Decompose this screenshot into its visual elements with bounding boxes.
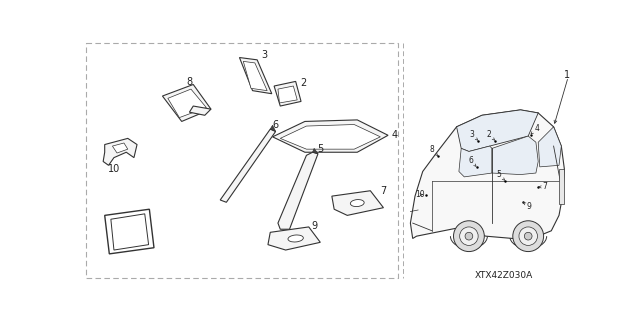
Polygon shape bbox=[538, 127, 561, 167]
Text: 8: 8 bbox=[429, 145, 438, 156]
Polygon shape bbox=[103, 138, 137, 165]
Text: 3: 3 bbox=[261, 50, 267, 60]
Text: 8: 8 bbox=[186, 77, 193, 87]
Polygon shape bbox=[410, 110, 564, 239]
Polygon shape bbox=[274, 81, 301, 106]
Text: 6: 6 bbox=[273, 120, 278, 130]
Circle shape bbox=[513, 221, 543, 252]
Text: 6: 6 bbox=[468, 156, 476, 166]
Text: 1: 1 bbox=[564, 70, 570, 80]
Polygon shape bbox=[459, 146, 492, 177]
Polygon shape bbox=[239, 57, 272, 94]
Text: 3: 3 bbox=[470, 130, 477, 140]
Text: 9: 9 bbox=[524, 202, 531, 211]
Polygon shape bbox=[559, 169, 564, 204]
Polygon shape bbox=[312, 148, 318, 154]
Circle shape bbox=[460, 227, 478, 245]
Polygon shape bbox=[456, 110, 538, 152]
Polygon shape bbox=[273, 120, 388, 152]
Text: XTX42Z030A: XTX42Z030A bbox=[474, 271, 532, 280]
Polygon shape bbox=[168, 89, 206, 118]
Text: 7: 7 bbox=[380, 186, 387, 196]
Polygon shape bbox=[268, 227, 320, 250]
Polygon shape bbox=[492, 136, 538, 174]
Polygon shape bbox=[278, 86, 297, 103]
Polygon shape bbox=[280, 124, 380, 149]
Polygon shape bbox=[163, 85, 211, 122]
Text: 2: 2 bbox=[486, 130, 495, 140]
Text: 4: 4 bbox=[531, 124, 539, 134]
Circle shape bbox=[465, 232, 473, 240]
Polygon shape bbox=[332, 191, 383, 215]
Text: 5: 5 bbox=[497, 170, 504, 180]
Circle shape bbox=[524, 232, 532, 240]
Polygon shape bbox=[278, 152, 318, 229]
Circle shape bbox=[454, 221, 484, 252]
Text: 7: 7 bbox=[539, 182, 547, 191]
Circle shape bbox=[519, 227, 538, 245]
Bar bbox=[86, 43, 398, 278]
Polygon shape bbox=[189, 106, 211, 115]
Polygon shape bbox=[220, 129, 276, 202]
Polygon shape bbox=[243, 61, 267, 91]
Ellipse shape bbox=[288, 235, 303, 242]
Text: 9: 9 bbox=[311, 221, 317, 231]
Text: 2: 2 bbox=[300, 78, 307, 88]
Text: 10: 10 bbox=[415, 190, 424, 199]
Polygon shape bbox=[113, 143, 128, 153]
Text: 4: 4 bbox=[392, 130, 398, 140]
Text: 10: 10 bbox=[108, 164, 120, 174]
Text: 5: 5 bbox=[317, 144, 323, 154]
Ellipse shape bbox=[350, 200, 364, 207]
Polygon shape bbox=[270, 125, 276, 131]
